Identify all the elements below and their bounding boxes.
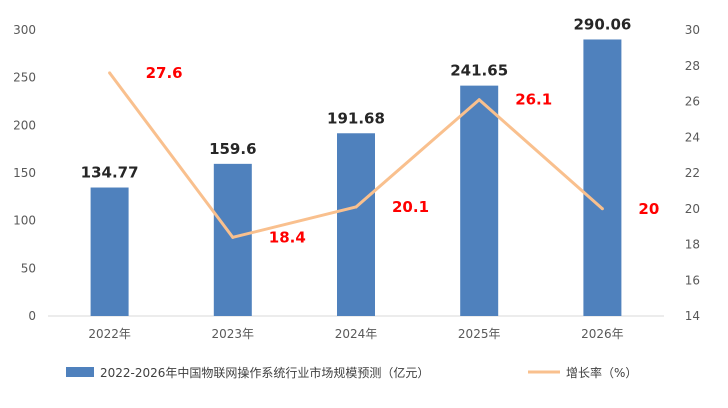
legend-bar-label: 2022-2026年中国物联网操作系统行业市场规模预测（亿元） <box>100 365 429 380</box>
growth-point <box>231 235 235 239</box>
left-tick-label: 100 <box>13 214 36 228</box>
growth-value-label: 27.6 <box>146 64 183 82</box>
bar-value-label: 134.77 <box>81 164 139 182</box>
right-tick-label: 30 <box>685 23 700 37</box>
line-data-labels: 27.6 18.4 20.1 26.1 20 <box>146 64 660 246</box>
growth-value-label: 18.4 <box>269 228 306 246</box>
right-tick-label: 24 <box>685 130 700 144</box>
growth-point <box>108 71 112 75</box>
growth-point <box>477 98 481 102</box>
right-tick-label: 26 <box>685 95 700 109</box>
bar <box>90 187 129 316</box>
growth-value-label: 20 <box>638 200 659 218</box>
growth-value-label: 26.1 <box>515 91 552 109</box>
bar-value-label: 241.65 <box>450 62 508 80</box>
left-tick-label: 150 <box>13 166 36 180</box>
right-tick-label: 18 <box>685 238 700 252</box>
bar-value-label: 290.06 <box>573 15 631 33</box>
bar <box>460 85 499 316</box>
bar-series <box>90 39 622 316</box>
right-tick-label: 28 <box>685 59 700 73</box>
right-tick-label: 20 <box>685 202 700 216</box>
bar <box>337 133 375 316</box>
x-tick-label: 2022年 <box>88 327 131 341</box>
left-tick-label: 300 <box>13 23 36 37</box>
right-axis: 14 16 18 20 22 24 26 28 30 <box>685 23 700 323</box>
bar <box>583 39 622 316</box>
legend: 2022-2026年中国物联网操作系统行业市场规模预测（亿元） 增长率（%） <box>66 365 637 380</box>
left-axis: 0 50 100 150 200 250 300 <box>13 23 36 323</box>
x-axis-ticks: 2022年 2023年 2024年 2025年 2026年 <box>88 327 623 341</box>
legend-line-label: 增长率（%） <box>566 365 637 380</box>
bar <box>213 163 252 316</box>
left-tick-label: 200 <box>13 118 36 132</box>
line-series <box>108 71 604 239</box>
bar-value-label: 159.6 <box>209 140 256 158</box>
bar-value-label: 191.68 <box>327 109 385 127</box>
right-tick-label: 14 <box>685 309 700 323</box>
x-tick-label: 2025年 <box>458 327 501 341</box>
x-tick-label: 2026年 <box>581 327 624 341</box>
bar-data-labels: 134.77 159.6 191.68 241.65 290.06 <box>81 15 632 181</box>
left-tick-label: 0 <box>28 309 36 323</box>
left-tick-label: 250 <box>13 71 36 85</box>
left-tick-label: 50 <box>21 261 36 275</box>
right-tick-label: 22 <box>685 166 700 180</box>
growth-point <box>354 205 358 209</box>
right-tick-label: 16 <box>685 273 700 287</box>
growth-value-label: 20.1 <box>392 198 429 216</box>
x-tick-label: 2024年 <box>335 327 378 341</box>
legend-bar-swatch <box>66 367 94 377</box>
x-tick-label: 2023年 <box>212 327 255 341</box>
growth-point <box>600 207 604 211</box>
